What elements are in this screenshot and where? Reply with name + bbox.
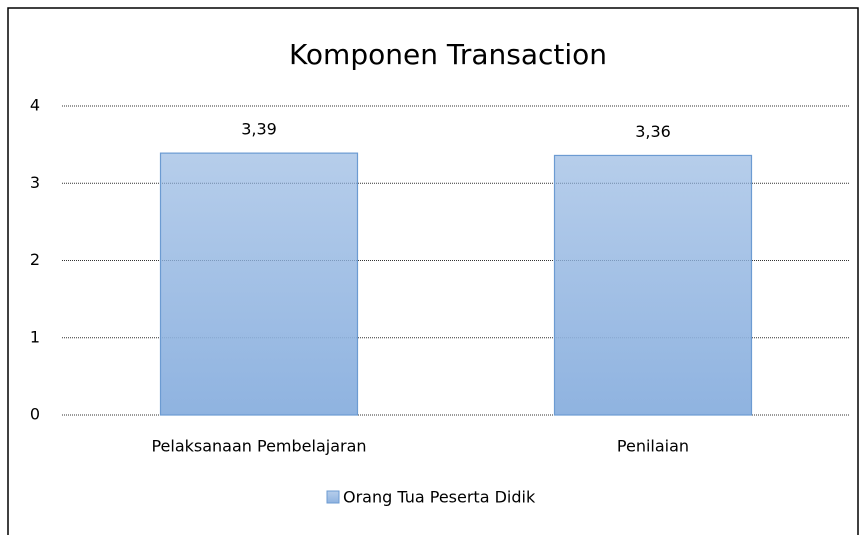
chart-title: Komponen Transaction [289, 38, 607, 71]
y-tick-label: 1 [30, 327, 40, 346]
data-label: 3,39 [241, 120, 277, 139]
legend-swatch [326, 490, 340, 504]
y-tick-label: 0 [30, 405, 40, 424]
data-label: 3,36 [635, 122, 671, 141]
y-tick-label: 3 [30, 173, 40, 192]
y-tick-label: 4 [30, 96, 40, 115]
bar [553, 154, 753, 416]
bar [159, 152, 359, 416]
x-tick-label: Pelaksanaan Pembelajaran [151, 437, 366, 456]
legend-label: Orang Tua Peserta Didik [343, 488, 536, 507]
y-tick-label: 2 [30, 250, 40, 269]
x-tick-label: Penilaian [617, 437, 689, 456]
